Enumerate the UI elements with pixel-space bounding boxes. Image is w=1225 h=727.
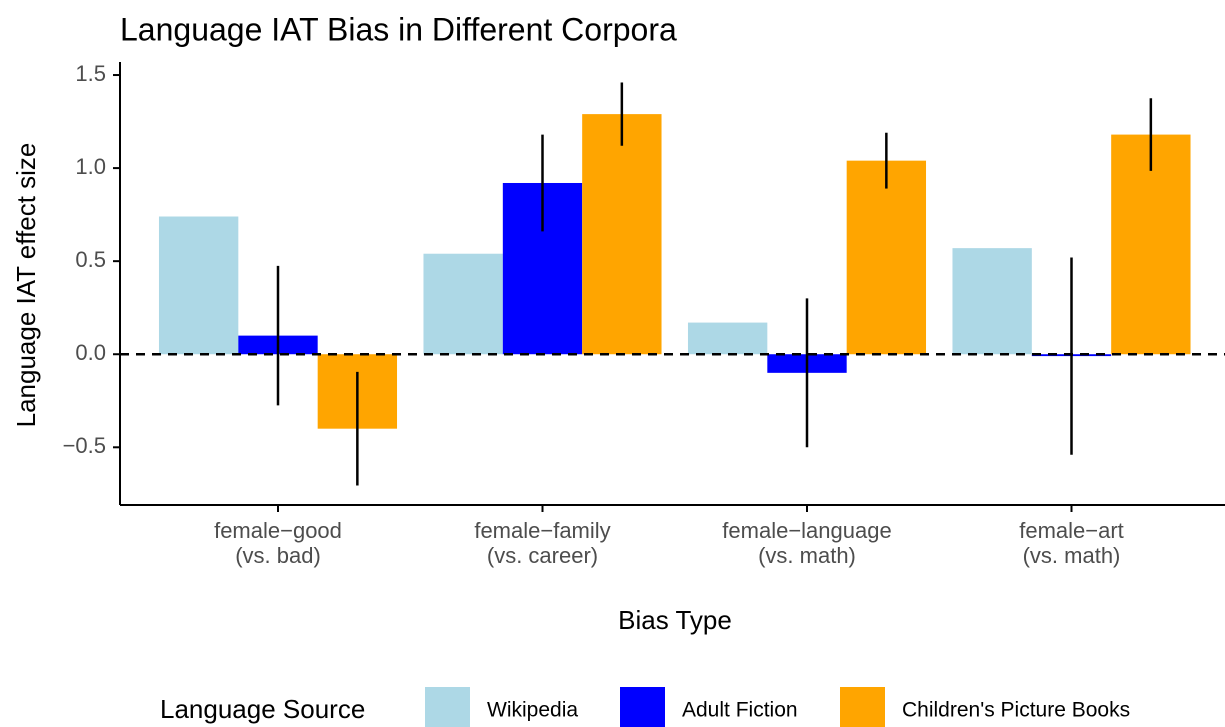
x-axis-label: Bias Type xyxy=(618,605,732,635)
chart-title: Language IAT Bias in Different Corpora xyxy=(120,11,677,47)
bar xyxy=(952,248,1032,355)
legend-swatch xyxy=(620,687,665,727)
y-tick-label: 0.0 xyxy=(75,340,106,365)
x-tick-label: female−art (vs. math) xyxy=(1019,518,1124,568)
y-tick-label: 0.5 xyxy=(75,247,106,272)
legend-label: Wikipedia xyxy=(487,699,578,722)
y-axis-label: Language IAT effect size xyxy=(11,143,41,428)
legend-label: Adult Fiction xyxy=(682,699,798,722)
y-tick-label: 1.5 xyxy=(75,61,106,86)
bar xyxy=(846,160,927,355)
legend-swatch xyxy=(840,687,885,727)
bar xyxy=(1111,134,1191,355)
x-tick-label: female−good (vs. bad) xyxy=(214,518,342,568)
bar xyxy=(158,216,239,355)
bar xyxy=(582,114,662,355)
legend-title: Language Source xyxy=(160,694,365,724)
y-tick-label: −0.5 xyxy=(63,433,106,458)
legend-swatch xyxy=(425,687,470,727)
bar xyxy=(423,253,503,355)
y-tick-label: 1.0 xyxy=(75,154,106,179)
bar xyxy=(687,322,768,355)
x-tick-label: female−family (vs. career) xyxy=(474,518,611,568)
x-tick-label: female−language (vs. math) xyxy=(722,518,892,568)
legend-label: Children's Picture Books xyxy=(902,699,1130,722)
